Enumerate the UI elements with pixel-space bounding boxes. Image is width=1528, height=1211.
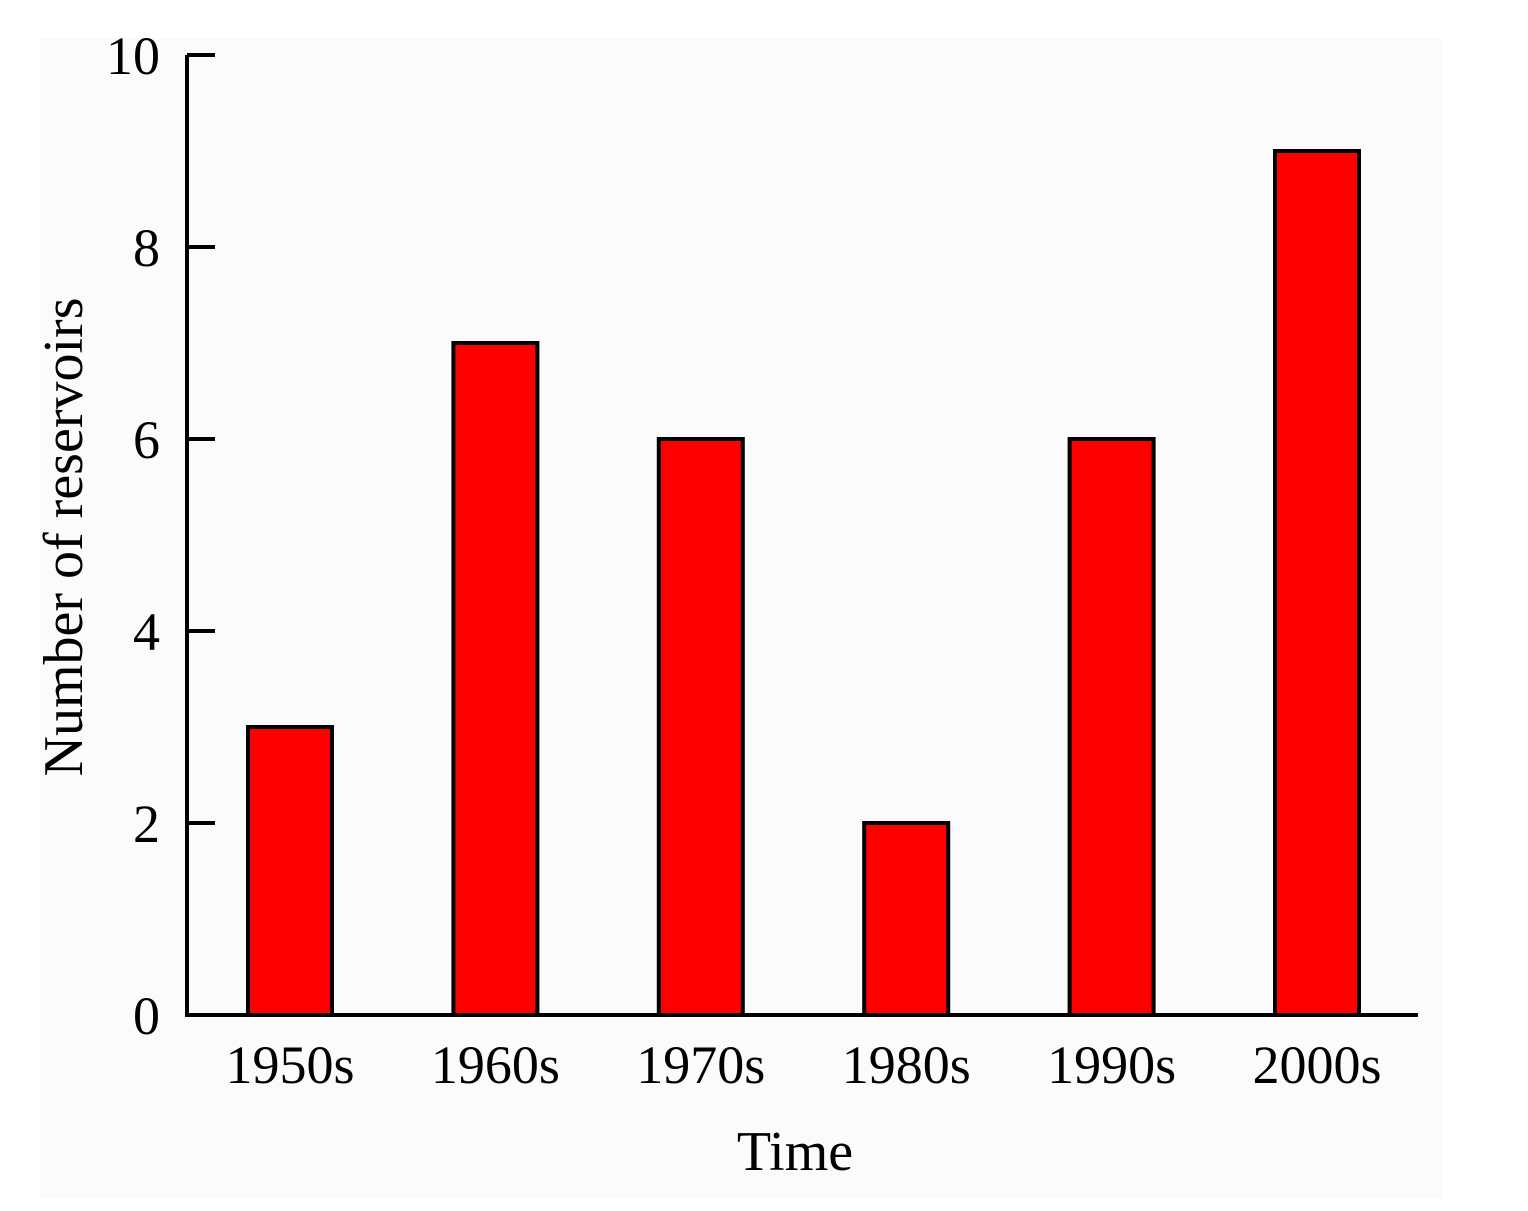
bar-1960s [451, 341, 540, 1017]
x-axis-title: Time [737, 1121, 853, 1183]
y-ticks: 0 2 4 6 8 10 [106, 26, 215, 1046]
x-tick-label-1980s: 1980s [842, 1035, 971, 1095]
x-tick-label-1990s: 1990s [1047, 1035, 1176, 1095]
y-tick-label-0: 0 [133, 986, 160, 1046]
y-tick-label-8: 8 [133, 218, 160, 278]
y-axis-title: Number of reservoirs [33, 298, 95, 777]
y-tick-label-4: 4 [133, 602, 160, 662]
bar-1980s [862, 821, 951, 1017]
bar-1990s [1067, 437, 1156, 1017]
y-tick-label-6: 6 [133, 410, 160, 470]
bar-2000s [1273, 149, 1361, 1017]
axes-layer [185, 55, 1418, 1017]
x-tick-label-2000s: 2000s [1252, 1035, 1381, 1095]
bar-1970s [656, 437, 745, 1017]
x-tick-label-1950s: 1950s [225, 1035, 354, 1095]
y-tick-label-2: 2 [133, 794, 160, 854]
bar-1950s [246, 725, 334, 1017]
x-tick-label-1970s: 1970s [636, 1035, 765, 1095]
y-tick-label-10: 10 [106, 26, 160, 86]
x-tick-labels: 1950s 1960s 1970s 1980s 1990s 2000s [225, 1035, 1381, 1095]
bars-layer [246, 149, 1361, 1017]
x-tick-label-1960s: 1960s [431, 1035, 560, 1095]
